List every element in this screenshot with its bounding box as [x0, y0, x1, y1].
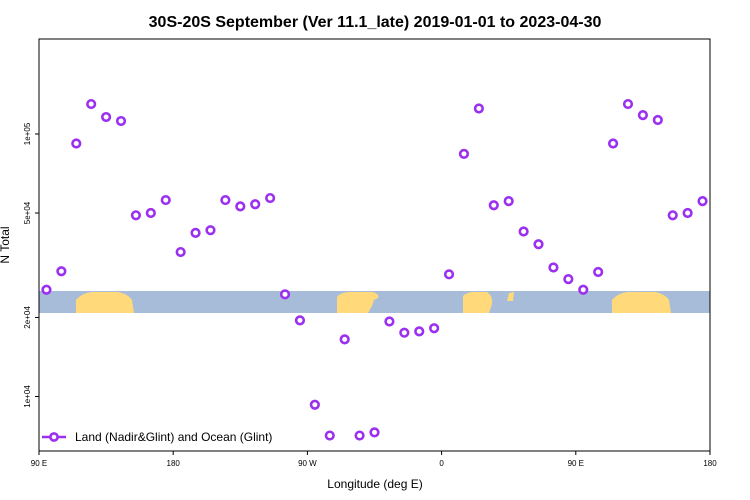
data-point	[533, 239, 544, 250]
data-point	[488, 200, 499, 211]
data-point	[578, 284, 589, 295]
data-point	[637, 109, 649, 121]
y-axis-label: N Total	[0, 226, 12, 263]
x-axis: 90 E 180 90 W 0 90 E 180	[31, 451, 717, 468]
x-tick-label: 90 W	[298, 459, 317, 468]
x-tick-label: 0	[439, 459, 444, 468]
data-point	[473, 103, 484, 114]
data-point	[235, 201, 246, 212]
data-point	[145, 207, 156, 219]
data-point	[86, 98, 97, 110]
land-madagascar	[507, 292, 514, 301]
data-point	[667, 210, 678, 221]
data-point	[294, 315, 306, 326]
y-tick-label: 1e+04	[23, 385, 32, 408]
data-point	[160, 194, 171, 206]
data-point	[563, 274, 574, 285]
y-tick-label: 2e+04	[23, 306, 32, 329]
land-australia-1	[76, 292, 134, 313]
data-point	[429, 323, 440, 334]
data-point	[250, 199, 261, 210]
data-point	[369, 427, 380, 438]
data-point	[414, 326, 425, 337]
data-point	[384, 316, 395, 327]
x-tick-label: 90 E	[31, 459, 47, 468]
map-background	[39, 291, 710, 313]
data-point	[622, 98, 634, 110]
data-point	[324, 430, 335, 441]
data-point	[100, 111, 112, 123]
data-point	[593, 266, 604, 278]
data-point	[56, 266, 67, 277]
data-point	[71, 138, 82, 149]
data-point	[548, 262, 559, 273]
legend-label: Land (Nadir&Glint) and Ocean (Glint)	[75, 430, 272, 444]
data-point	[41, 284, 52, 295]
y-axis: 1e+04 2e+04 5e+04 1e+05	[23, 122, 39, 408]
data-point	[175, 246, 186, 258]
data-point	[607, 138, 619, 149]
data-point	[220, 194, 231, 206]
data-point	[399, 327, 410, 338]
legend-marker	[49, 432, 59, 442]
data-point	[503, 195, 514, 207]
data-point	[205, 225, 216, 236]
x-tick-label: 180	[703, 459, 717, 468]
data-point	[190, 227, 201, 238]
series-points	[41, 98, 708, 441]
land-south-america	[337, 292, 379, 313]
y-tick-label: 1e+05	[23, 122, 32, 145]
chart-title: 30S-20S September (Ver 11.1_late) 2019-0…	[149, 14, 602, 31]
data-point	[115, 115, 127, 127]
data-point	[652, 114, 663, 126]
y-tick-label: 5e+04	[23, 201, 32, 224]
x-axis-label: Longitude (deg E)	[327, 477, 422, 491]
land-australia-2	[612, 292, 671, 313]
data-point	[697, 195, 708, 207]
x-tick-label: 90 E	[568, 459, 584, 468]
plot-frame	[38, 38, 711, 452]
data-point	[309, 399, 320, 410]
data-point	[518, 226, 529, 237]
land-africa	[463, 292, 493, 313]
data-point	[458, 148, 470, 159]
data-point	[354, 430, 365, 441]
data-point	[682, 207, 693, 219]
data-point	[130, 210, 142, 221]
data-point	[443, 269, 455, 280]
legend: Land (Nadir&Glint) and Ocean (Glint)	[42, 430, 272, 444]
data-point	[265, 192, 276, 204]
x-tick-label: 180	[167, 459, 181, 468]
ocean-band	[39, 291, 710, 313]
data-point	[339, 334, 350, 345]
data-point	[279, 289, 291, 300]
